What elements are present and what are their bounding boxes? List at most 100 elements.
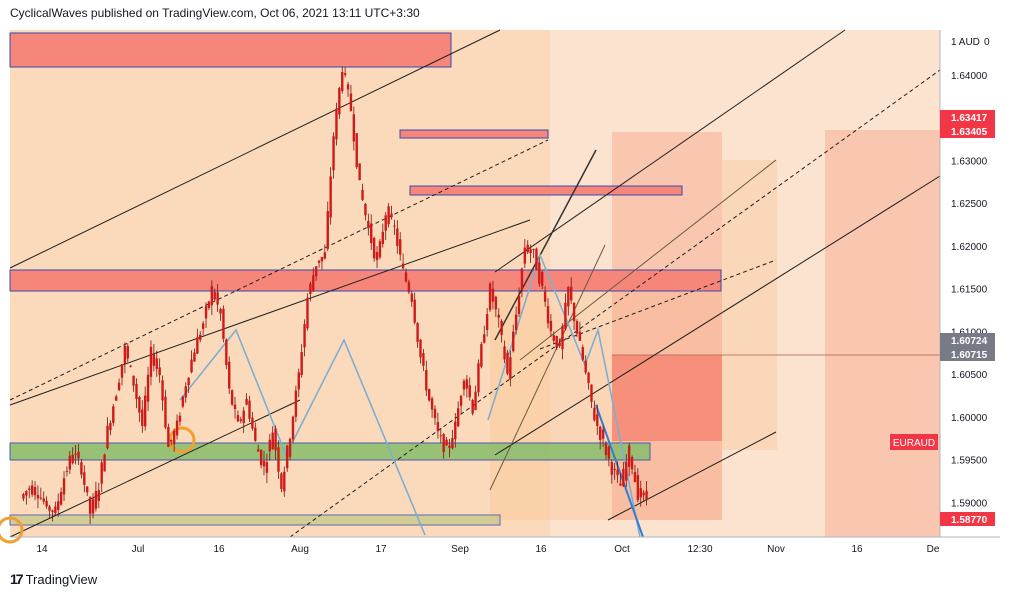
candle	[271, 426, 274, 450]
candle	[506, 349, 509, 376]
candle	[91, 493, 95, 519]
candle	[549, 313, 553, 337]
candle	[109, 420, 112, 436]
candle	[543, 286, 547, 307]
candle	[323, 244, 327, 260]
candle	[494, 295, 498, 317]
candle	[42, 491, 45, 505]
candle	[419, 338, 422, 364]
target-zone	[612, 355, 722, 441]
candle	[181, 395, 185, 409]
candle	[572, 301, 576, 331]
candle	[393, 219, 396, 235]
svg-text:1.60715: 1.60715	[951, 350, 988, 361]
candle	[251, 411, 254, 431]
candle	[425, 360, 428, 396]
projection-line	[595, 404, 644, 538]
candle	[45, 496, 48, 509]
candle	[604, 441, 608, 460]
candle	[233, 396, 237, 419]
candle	[436, 412, 440, 439]
candle	[552, 331, 556, 344]
candle	[155, 350, 158, 377]
candle	[80, 458, 83, 479]
candle	[152, 343, 156, 372]
candle	[509, 350, 512, 387]
x-tick-label: 12:30	[687, 544, 712, 555]
candle	[54, 501, 57, 516]
svg-text:1.60724: 1.60724	[951, 336, 988, 347]
x-tick-label: Aug	[291, 544, 309, 555]
candle	[193, 348, 196, 362]
candle	[59, 487, 63, 506]
candle	[381, 223, 385, 248]
candle	[401, 253, 405, 270]
candle	[546, 298, 550, 329]
candle	[514, 306, 518, 335]
candle	[456, 401, 460, 428]
pivot-marker	[168, 426, 196, 454]
candle	[164, 389, 167, 430]
candle	[201, 320, 205, 336]
candle	[500, 319, 503, 343]
y-tick-label: 1.59500	[951, 456, 988, 467]
candle	[77, 444, 80, 465]
candle	[445, 436, 448, 446]
candle	[569, 277, 573, 305]
candle	[242, 407, 245, 434]
candle	[410, 290, 414, 307]
range-overlay-4	[722, 160, 777, 450]
candle	[256, 444, 260, 452]
candle	[596, 404, 599, 435]
candle	[465, 375, 469, 398]
candle	[488, 281, 492, 312]
y-tick-label: 1.61500	[951, 285, 988, 296]
candle	[503, 340, 506, 363]
candle	[22, 492, 25, 502]
candle	[245, 393, 248, 406]
candle	[422, 348, 425, 372]
candle	[317, 260, 321, 268]
candle	[483, 325, 486, 344]
candle	[462, 378, 466, 396]
candle	[285, 444, 289, 472]
candle	[175, 414, 179, 440]
candle	[538, 257, 541, 287]
candle	[378, 238, 382, 260]
candle	[51, 509, 54, 522]
candle	[71, 447, 74, 465]
candle	[100, 460, 103, 493]
candle	[329, 167, 332, 225]
candle	[387, 203, 390, 228]
candle	[590, 384, 593, 409]
candle	[309, 281, 312, 302]
candle	[57, 493, 60, 517]
price-tags: 1.63417 1.63405 1.60724 1.60715 1.58770	[940, 110, 995, 526]
candle	[517, 287, 521, 317]
candle	[413, 292, 416, 325]
candle	[523, 239, 527, 268]
candle	[636, 468, 640, 503]
candle	[187, 377, 190, 393]
candle	[593, 400, 596, 422]
supply-zone-small-1	[399, 129, 549, 139]
candle	[555, 335, 558, 350]
candle	[338, 86, 341, 119]
candle	[326, 201, 329, 252]
candle	[158, 358, 161, 383]
svg-text:1.63417: 1.63417	[951, 113, 988, 124]
candle	[106, 417, 109, 450]
candle	[442, 432, 445, 459]
candle	[607, 445, 611, 467]
candle	[265, 453, 269, 484]
candle	[433, 405, 437, 425]
candle	[439, 427, 442, 443]
candle	[497, 308, 500, 328]
candle	[28, 485, 31, 498]
candle	[97, 482, 101, 509]
candle	[225, 338, 228, 370]
candle	[262, 451, 266, 476]
candle	[454, 413, 457, 448]
candle	[114, 394, 118, 401]
